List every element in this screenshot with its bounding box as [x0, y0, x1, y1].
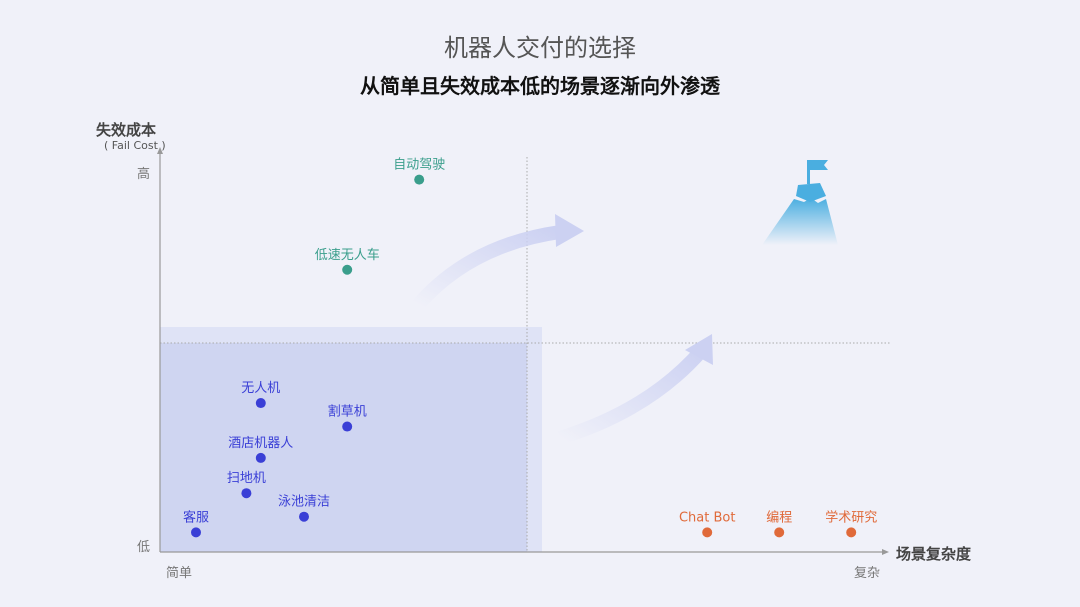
data-point-label: 扫地机: [227, 471, 266, 486]
curved-arrow-icon: [412, 214, 584, 310]
data-point: [342, 264, 353, 275]
page-subtitle: 从简单且失效成本低的场景逐渐向外渗透: [360, 74, 720, 98]
data-point: [414, 174, 425, 185]
data-point-label: Chat Bot: [679, 510, 735, 525]
low-cost-simple-region: [160, 343, 527, 552]
data-point-label: 酒店机器人: [228, 436, 293, 451]
x-tick-low: 简单: [166, 566, 193, 581]
x-tick-high: 复杂: [854, 566, 881, 581]
y-tick-low: 低: [137, 540, 151, 555]
data-point-label: 低速无人车: [315, 247, 380, 263]
data-point-label: 学术研究: [825, 509, 877, 525]
data-point: [241, 488, 252, 499]
data-point-label: 泳池清洁: [278, 495, 330, 510]
y-axis-label: 失效成本: [96, 121, 157, 139]
data-point: [255, 452, 266, 463]
page-title: 机器人交付的选择: [444, 34, 636, 62]
y-axis-label-english: ( Fail Cost ): [104, 139, 166, 152]
curved-arrow-icon: [557, 334, 713, 445]
data-point-label: 客服: [183, 509, 209, 525]
data-point: [299, 511, 309, 522]
y-tick-high: 高: [137, 167, 151, 182]
data-point-label: 无人机: [241, 381, 280, 396]
data-point-label: 割草机: [328, 404, 367, 420]
x-axis-label: 场景复杂度: [896, 545, 972, 563]
data-point: [702, 527, 713, 538]
data-point: [342, 421, 353, 432]
mountain-flag-icon: [762, 160, 838, 245]
data-point: [774, 527, 785, 538]
data-point-label: 自动驾驶: [393, 158, 445, 173]
data-point: [255, 398, 266, 409]
data-point: [191, 527, 201, 538]
data-point: [846, 527, 857, 538]
data-point-label: 编程: [766, 510, 792, 525]
